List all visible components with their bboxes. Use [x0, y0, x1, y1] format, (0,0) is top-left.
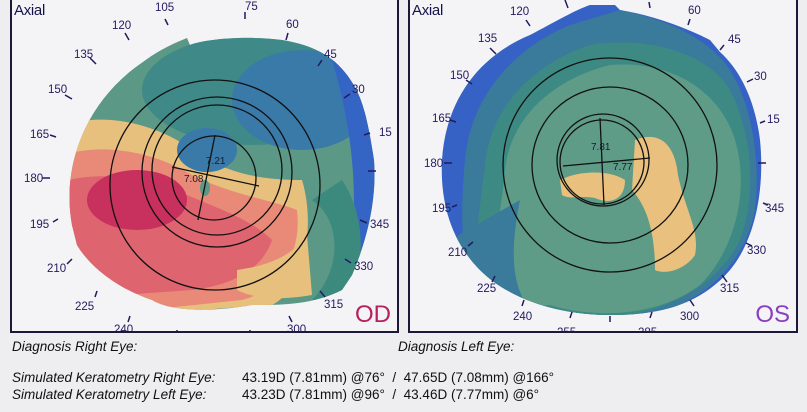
od-eye-label: OD	[355, 301, 391, 328]
svg-text:165: 165	[30, 129, 49, 141]
svg-text:120: 120	[510, 6, 529, 18]
svg-text:150: 150	[48, 84, 67, 96]
svg-text:195: 195	[432, 203, 451, 215]
os-measurement-2: 7.77	[613, 162, 633, 173]
svg-text:90: 90	[227, 0, 240, 1]
simk-right-value: 43.19D (7.81mm) @76° / 47.65D (7.08mm) @…	[242, 370, 555, 385]
os-measurement-1: 7.81	[591, 142, 611, 153]
svg-text:300: 300	[287, 324, 306, 333]
svg-text:315: 315	[324, 299, 343, 311]
od-topography-panel: 7.21 7.08 15	[10, 0, 399, 333]
svg-text:30: 30	[754, 71, 767, 83]
diagnosis-left-eye-label: Diagnosis Left Eye:	[398, 339, 515, 354]
svg-text:30: 30	[352, 84, 365, 96]
svg-text:135: 135	[74, 49, 93, 61]
svg-text:330: 330	[747, 245, 766, 257]
svg-text:15: 15	[379, 127, 392, 139]
svg-text:60: 60	[688, 5, 701, 17]
simk-left-value: 43.23D (7.81mm) @96° / 43.46D (7.77mm) @…	[242, 387, 540, 402]
svg-text:75: 75	[245, 1, 258, 13]
svg-text:180: 180	[24, 173, 43, 185]
svg-text:240: 240	[114, 324, 133, 333]
svg-text:135: 135	[478, 33, 497, 45]
svg-text:210: 210	[47, 263, 66, 275]
od-angle-ticks	[42, 12, 376, 331]
simk-right-label: Simulated Keratometry Right Eye:	[12, 370, 216, 385]
os-eye-label: OS	[755, 301, 790, 328]
svg-text:150: 150	[450, 70, 469, 82]
od-map-title: Axial	[14, 2, 46, 19]
svg-text:195: 195	[30, 219, 49, 231]
svg-text:210: 210	[448, 247, 467, 259]
svg-text:180: 180	[424, 158, 443, 170]
od-angle-labels: 15 30 45 60 75 90 105 120 135 150 165 18…	[24, 0, 392, 333]
svg-text:45: 45	[728, 34, 741, 46]
svg-text:15: 15	[767, 114, 780, 126]
simk-left-eye: Simulated Keratometry Left Eye: 43.23D (7…	[12, 387, 539, 402]
os-angle-labels: 15 30 45 60 120 135 150 165 180 195 210 …	[424, 5, 784, 333]
os-topography-panel: 7.81 7.77 15	[408, 0, 798, 333]
svg-text:120: 120	[112, 20, 131, 32]
od-measurement-2: 7.08	[184, 174, 204, 185]
svg-text:225: 225	[477, 283, 496, 295]
svg-text:240: 240	[513, 311, 532, 323]
svg-text:225: 225	[75, 301, 94, 313]
svg-text:300: 300	[680, 311, 699, 323]
svg-text:255: 255	[557, 327, 576, 333]
simk-left-label: Simulated Keratometry Left Eye:	[12, 387, 207, 402]
os-axial-map: 7.81 7.77 15	[424, 0, 784, 333]
svg-text:315: 315	[720, 283, 739, 295]
os-map-title: Axial	[412, 2, 444, 19]
svg-text:345: 345	[765, 203, 784, 215]
svg-text:285: 285	[638, 327, 657, 333]
svg-text:330: 330	[354, 261, 373, 273]
od-measurement-1: 7.21	[206, 156, 226, 167]
diagnosis-right-eye-label: Diagnosis Right Eye:	[12, 339, 138, 354]
svg-text:105: 105	[155, 2, 174, 14]
svg-text:45: 45	[324, 49, 337, 61]
os-angle-ticks	[444, 0, 769, 322]
svg-text:345: 345	[370, 219, 389, 231]
svg-text:60: 60	[286, 19, 299, 31]
od-axial-map: 7.21 7.08 15	[24, 0, 392, 333]
simk-right-eye: Simulated Keratometry Right Eye: 43.19D (…	[12, 370, 554, 385]
svg-text:165: 165	[432, 113, 451, 125]
